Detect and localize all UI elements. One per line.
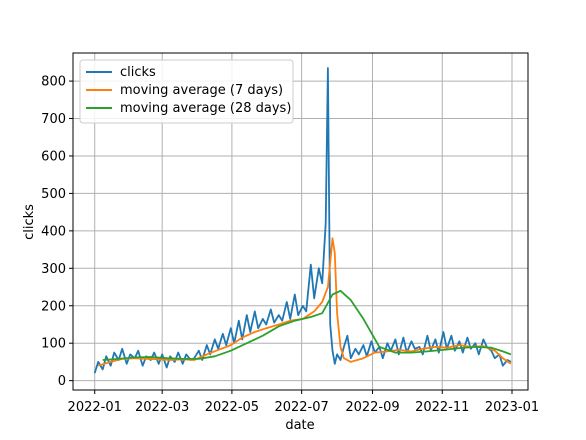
- y-ticks: 0 100 200 300 400 500 600 700 800: [41, 75, 73, 389]
- y-tick-label: 300: [41, 262, 66, 277]
- x-ticks: 2022-01 2022-03 2022-05 2022-07 2022-09 2022-…: [68, 390, 539, 415]
- y-tick-label: 200: [41, 299, 66, 314]
- y-tick-label: 400: [41, 224, 66, 239]
- x-tick-label: 2022-09: [345, 400, 399, 415]
- y-tick-label: 600: [41, 149, 66, 164]
- x-tick-label: 2022-11: [415, 400, 469, 415]
- x-tick-label: 2022-07: [274, 400, 328, 415]
- x-axis-label: date: [285, 418, 314, 433]
- legend-label-ma7: moving average (7 days): [120, 83, 283, 98]
- y-tick-label: 100: [41, 337, 66, 352]
- x-tick-label: 2022-03: [135, 400, 189, 415]
- plot-frame: [72, 52, 529, 391]
- y-axis-label: clicks: [22, 204, 37, 240]
- y-tick-label: 0: [58, 374, 66, 389]
- series-line-clicks: [93, 67, 512, 374]
- legend-box: [79, 59, 294, 124]
- x-tick-label: 2023-01: [485, 400, 539, 415]
- series-group: [93, 67, 512, 374]
- x-tick-label: 2022-05: [205, 400, 259, 415]
- y-tick-label: 800: [41, 75, 66, 90]
- legend-label-clicks: clicks: [120, 65, 156, 80]
- x-tick-label: 2022-01: [68, 400, 122, 415]
- legend: clicks moving average (7 days) moving av…: [79, 59, 294, 124]
- legend-label-ma28: moving average (28 days): [120, 101, 291, 116]
- y-tick-label: 500: [41, 187, 66, 202]
- series-line-ma28: [102, 289, 512, 361]
- y-tick-label: 700: [41, 112, 66, 127]
